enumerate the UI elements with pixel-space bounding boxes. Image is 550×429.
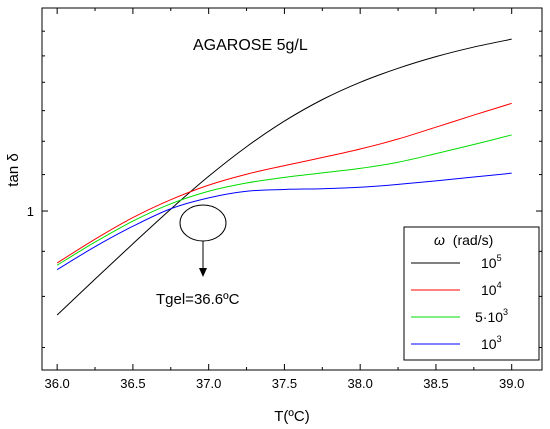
legend-label-base: 10: [481, 255, 497, 271]
series-line-2: [56, 134, 512, 266]
legend-title-symbol: ω: [434, 232, 445, 248]
x-tick-label: 36.5: [120, 376, 145, 391]
axis-ticks: 36.0 36.5 37.0 37.5 38.0 38.5 39.0 1: [27, 8, 542, 391]
chart-title: AGAROSE 5g/L: [193, 37, 308, 54]
legend-title: ω (rad/s): [434, 232, 493, 248]
legend-label-2: 5·103: [475, 307, 508, 325]
tgel-label: Tgel=36.6ºC: [156, 291, 240, 308]
legend-box: [403, 226, 540, 361]
series-line-1: [56, 102, 512, 264]
x-tick-label: 39.0: [499, 376, 524, 391]
tgel-arrow-head: [199, 268, 207, 277]
legend-label-base: 10: [481, 336, 497, 352]
series-line-3: [56, 172, 512, 271]
series-lines: [56, 38, 512, 316]
legend-label-exponent: 3: [503, 307, 508, 317]
tgel-circle: [179, 204, 227, 242]
x-tick-label: 37.5: [272, 376, 297, 391]
y-axis-title: tan δ: [5, 153, 22, 186]
legend-label-base: 5·10: [475, 309, 503, 325]
x-tick-label: 37.0: [196, 376, 221, 391]
tgel-annotation: Tgel=36.6ºC: [156, 204, 240, 308]
series-line-0: [56, 38, 512, 316]
legend-label-exponent: 4: [497, 280, 502, 290]
legend-label-1: 104: [481, 280, 502, 298]
plot-frame: [41, 7, 543, 371]
legend-label-exponent: 5: [497, 253, 502, 263]
y-tick-label: 1: [27, 204, 34, 219]
legend-label-3: 103: [481, 334, 502, 352]
x-tick-label: 36.0: [44, 376, 69, 391]
x-axis-title: T(ºC): [274, 408, 309, 425]
legend-title-text: (rad/s): [453, 232, 493, 248]
legend-label-base: 10: [481, 282, 497, 298]
x-tick-label: 38.5: [423, 376, 448, 391]
legend-label-0: 105: [481, 253, 502, 271]
x-tick-label: 38.0: [348, 376, 373, 391]
legend-label-exponent: 3: [497, 334, 502, 344]
